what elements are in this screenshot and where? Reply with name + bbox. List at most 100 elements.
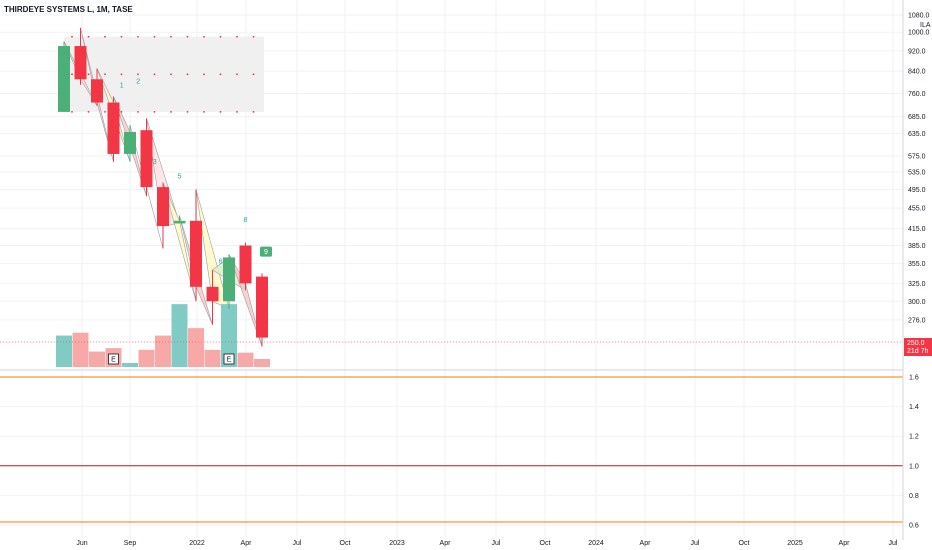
range-dot [120, 35, 123, 38]
candle-body[interactable] [239, 245, 252, 284]
range-dot [186, 111, 189, 113]
range-dot [137, 35, 139, 38]
candle-body[interactable] [58, 46, 70, 112]
price-tick-label: 276.0 [908, 317, 926, 324]
candle-body[interactable] [91, 79, 103, 103]
time-tick-label: Oct [739, 540, 750, 547]
indicator-pane: 1.6 1.4 1.2 1.0 0.8 0.6 [0, 369, 919, 530]
volume-bar [122, 363, 138, 367]
pattern-triangle [195, 189, 230, 310]
range-dot [236, 35, 238, 38]
last-price-tag [904, 338, 932, 356]
volume-bar [254, 359, 270, 367]
volume-bar [171, 304, 188, 367]
time-tick-label: Apr [241, 540, 253, 547]
chart-grid [0, 0, 903, 540]
price-tick-label: 495.0 [908, 187, 926, 194]
range-dot [71, 111, 73, 113]
indicator-tick-label: 1.6 [909, 375, 919, 382]
sequence-label: 6 [219, 259, 223, 266]
range-dot [236, 73, 238, 76]
candle-body[interactable] [256, 276, 268, 338]
price-tick-label: 535.0 [908, 169, 926, 176]
chart-title: THIRDEYE SYSTEMS L, 1M, TASE [4, 5, 133, 14]
time-axis: Jun Sep 2022 Apr Jul Oct 2023 Apr Jul Oct 2024 Apr J… [76, 540, 898, 547]
range-dot [219, 73, 222, 76]
indicator-tick-label: 0.6 [909, 523, 919, 530]
range-dot [87, 73, 90, 76]
sequence-label: 2 [136, 78, 140, 85]
candle-body[interactable] [107, 102, 120, 154]
price-tick-label: 760.0 [908, 91, 926, 98]
range-dot [186, 73, 189, 76]
time-tick-label: Jun [76, 540, 87, 547]
pattern-triangle [228, 254, 263, 347]
price-tick-label: 415.0 [908, 226, 926, 233]
time-tick-label: Oct [340, 540, 351, 547]
volume-bar [188, 328, 204, 367]
range-dot [87, 35, 90, 38]
indicator-tick-label: 0.8 [909, 493, 919, 500]
range-dot [186, 35, 189, 38]
range-dot [71, 73, 73, 76]
sequence-annotations: E E 1 2 3 5 6 8 9 [108, 78, 272, 365]
time-tick-label: 2025 [787, 540, 803, 547]
time-tick-label: Apr [440, 540, 452, 547]
sequence-label: 8 [244, 217, 248, 224]
candle-body[interactable] [173, 220, 186, 224]
range-dot [153, 35, 156, 38]
range-dot [153, 111, 156, 113]
range-dot [137, 111, 139, 113]
volume-bar [56, 335, 72, 367]
candle-body[interactable] [74, 46, 87, 80]
sequence-badge [260, 246, 272, 257]
range-dot [170, 73, 172, 76]
volume-bar [155, 335, 171, 367]
candle-body[interactable] [223, 257, 235, 302]
price-tick-label: 1000.0 [908, 30, 930, 37]
last-price-label: 250.0 [907, 340, 925, 347]
price-tick-label: 355.0 [908, 261, 926, 268]
price-tick-label: 300.0 [908, 299, 926, 306]
range-dot [104, 35, 106, 38]
indicator-tick-label: 1.2 [909, 434, 919, 441]
range-dot [219, 35, 222, 38]
price-tick-label: 920.0 [908, 48, 926, 55]
time-tick-label: 2022 [189, 540, 205, 547]
price-tick-label: 1080.0 [908, 13, 930, 20]
candle-body[interactable] [206, 286, 219, 302]
earnings-marker-label: E [111, 357, 116, 364]
indicator-tick-label: 1.4 [909, 404, 919, 411]
price-tick-label: 325.0 [908, 281, 926, 288]
candle-body[interactable] [190, 220, 202, 287]
currency-label: ILA [920, 22, 931, 29]
candle-body[interactable] [157, 187, 169, 227]
range-dot [203, 35, 205, 38]
range-dot [236, 111, 238, 113]
price-tick-label: 575.0 [908, 153, 926, 160]
earnings-marker[interactable] [108, 353, 119, 365]
range-dot [252, 73, 255, 76]
volume-bar [237, 352, 254, 367]
candle-body[interactable] [124, 131, 136, 154]
time-tick-label: 2023 [389, 540, 405, 547]
time-tick-label: Jul [492, 540, 501, 547]
range-dot [153, 73, 156, 76]
price-tick-label: 840.0 [908, 69, 926, 76]
range-dot [252, 111, 255, 113]
range-dot [203, 111, 205, 113]
volume-bars [56, 304, 270, 367]
time-tick-label: Apr [839, 540, 851, 547]
range-dot [252, 35, 255, 38]
price-tick-label: 635.0 [908, 131, 926, 138]
candle-body[interactable] [140, 130, 153, 188]
range-dot [120, 73, 123, 76]
volume-bar [221, 304, 237, 367]
earnings-marker[interactable] [223, 353, 235, 365]
candlesticks[interactable] [58, 27, 268, 347]
volume-bar [89, 351, 105, 367]
range-dot [170, 35, 172, 38]
price-tick-label: 385.0 [908, 243, 926, 250]
